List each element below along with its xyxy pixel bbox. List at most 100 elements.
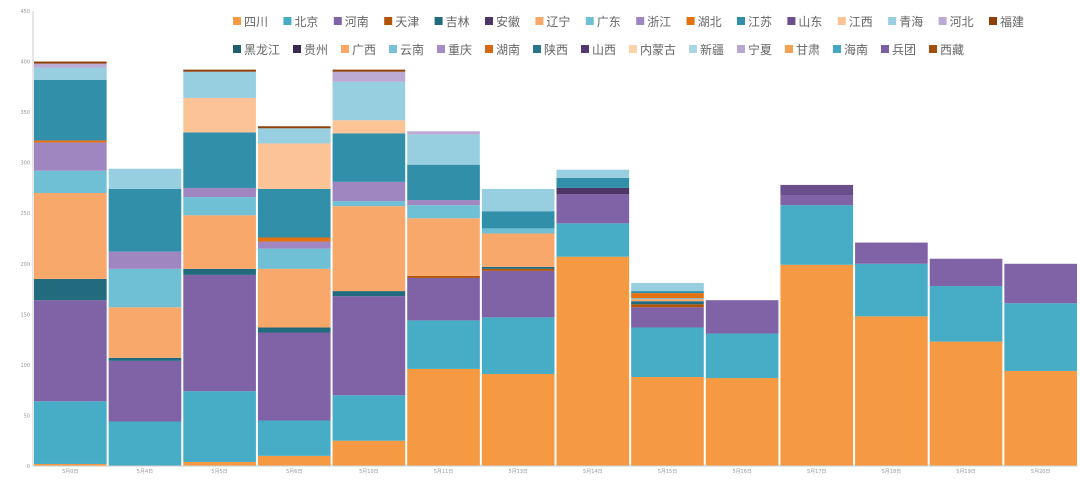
bar-segment[interactable]: [407, 200, 480, 206]
bar-segment[interactable]: [34, 63, 107, 68]
legend-label[interactable]: 山西: [592, 43, 616, 57]
legend-label[interactable]: 福建: [1000, 14, 1024, 29]
legend-label[interactable]: 广东: [597, 15, 621, 29]
legend-label[interactable]: 北京: [294, 15, 318, 29]
bar-segment[interactable]: [556, 256, 630, 466]
legend-label[interactable]: 陕西: [544, 42, 568, 57]
bar-segment[interactable]: [34, 463, 107, 466]
bar-segment[interactable]: [332, 291, 406, 297]
bar-segment[interactable]: [481, 266, 555, 269]
bar-segment[interactable]: [631, 377, 704, 466]
bar-segment[interactable]: [631, 298, 704, 300]
legend-label[interactable]: 广西: [352, 43, 376, 57]
bar-segment[interactable]: [34, 142, 107, 171]
legend-label[interactable]: 江苏: [748, 15, 772, 29]
bar-segment[interactable]: [407, 134, 480, 165]
bar-segment[interactable]: [332, 296, 406, 396]
bar-segment[interactable]: [705, 300, 779, 334]
bar-segment[interactable]: [855, 316, 928, 466]
legend-label[interactable]: 山东: [798, 15, 822, 29]
bar-segment[interactable]: [780, 264, 854, 466]
bar-segment[interactable]: [481, 317, 555, 374]
bar-segment[interactable]: [332, 81, 406, 121]
bar-segment[interactable]: [183, 71, 256, 98]
bar-segment[interactable]: [257, 241, 331, 249]
bar-segment[interactable]: [34, 401, 107, 464]
bar-segment[interactable]: [183, 461, 256, 466]
bar-segment[interactable]: [332, 201, 406, 207]
bar-segment[interactable]: [108, 307, 182, 358]
bar-segment[interactable]: [481, 233, 555, 267]
bar-segment[interactable]: [34, 67, 107, 80]
legend-label[interactable]: 湖南: [496, 42, 520, 57]
bar-segment[interactable]: [183, 132, 256, 188]
bar-segment[interactable]: [407, 277, 480, 321]
bar-segment[interactable]: [183, 268, 256, 275]
bar-segment[interactable]: [332, 133, 406, 182]
bar-segment[interactable]: [257, 143, 331, 189]
bar-segment[interactable]: [705, 378, 779, 466]
bar-segment[interactable]: [929, 341, 1003, 466]
bar-segment[interactable]: [631, 291, 704, 294]
legend-label[interactable]: 兵团: [892, 43, 916, 57]
legend-label[interactable]: 贵州: [304, 43, 328, 57]
bar-segment[interactable]: [257, 248, 331, 269]
bar-segment[interactable]: [780, 205, 854, 265]
bar-segment[interactable]: [631, 327, 704, 378]
bar-segment[interactable]: [631, 299, 704, 302]
bar-segment[interactable]: [183, 97, 256, 133]
bar-segment[interactable]: [332, 181, 406, 202]
bar-segment[interactable]: [257, 327, 331, 333]
bar-segment[interactable]: [34, 140, 107, 143]
bar-segment[interactable]: [631, 293, 704, 299]
bar-segment[interactable]: [631, 307, 704, 328]
legend-label[interactable]: 浙江: [647, 15, 671, 29]
bar-segment[interactable]: [631, 301, 704, 305]
bar-segment[interactable]: [780, 184, 854, 196]
bar-segment[interactable]: [855, 242, 928, 264]
bar-segment[interactable]: [929, 286, 1003, 342]
bar-segment[interactable]: [183, 69, 256, 72]
bar-segment[interactable]: [257, 128, 331, 144]
bar-segment[interactable]: [407, 275, 480, 278]
bar-segment[interactable]: [407, 368, 480, 466]
bar-segment[interactable]: [108, 421, 182, 466]
legend-label[interactable]: 吉林: [446, 15, 470, 29]
legend-label[interactable]: 甘肃: [796, 43, 820, 57]
bar-segment[interactable]: [108, 251, 182, 269]
legend-label[interactable]: 新疆: [700, 42, 724, 57]
bar-segment[interactable]: [108, 360, 182, 422]
bar-segment[interactable]: [407, 164, 480, 201]
bar-segment[interactable]: [481, 188, 555, 212]
bar-segment[interactable]: [332, 120, 406, 134]
bar-segment[interactable]: [257, 455, 331, 466]
bar-segment[interactable]: [556, 223, 630, 257]
bar-segment[interactable]: [108, 268, 182, 308]
legend-label[interactable]: 青海: [899, 14, 923, 29]
bar-segment[interactable]: [1004, 370, 1077, 466]
bar-segment[interactable]: [257, 332, 331, 421]
bar-segment[interactable]: [34, 61, 107, 64]
bar-segment[interactable]: [481, 211, 555, 229]
bar-segment[interactable]: [556, 194, 630, 224]
bar-segment[interactable]: [257, 126, 331, 129]
legend-label[interactable]: 重庆: [448, 43, 472, 57]
legend-label[interactable]: 河北: [950, 15, 974, 29]
bar-segment[interactable]: [108, 168, 182, 189]
bar-segment[interactable]: [481, 268, 555, 271]
bar-segment[interactable]: [556, 169, 630, 178]
legend-label[interactable]: 云南: [400, 42, 424, 57]
bar-segment[interactable]: [34, 170, 107, 193]
legend-label[interactable]: 宁夏: [748, 42, 772, 57]
legend-label[interactable]: 河南: [345, 14, 369, 29]
legend-label[interactable]: 湖北: [698, 14, 722, 29]
bar-segment[interactable]: [631, 304, 704, 308]
bar-segment[interactable]: [257, 420, 331, 456]
bar-segment[interactable]: [556, 187, 630, 195]
bar-segment[interactable]: [855, 263, 928, 317]
bar-segment[interactable]: [108, 357, 182, 361]
bar-segment[interactable]: [1004, 263, 1077, 304]
legend-label[interactable]: 四川: [244, 15, 268, 29]
bar-segment[interactable]: [407, 320, 480, 369]
bar-segment[interactable]: [183, 215, 256, 269]
